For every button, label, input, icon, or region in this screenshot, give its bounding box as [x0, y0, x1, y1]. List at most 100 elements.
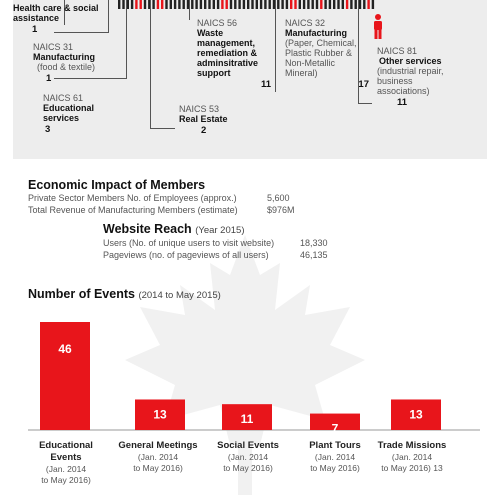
category-note: to May 2016) [41, 475, 91, 485]
events-chart-title: Number of Events (2014 to May 2015) [28, 287, 221, 301]
website-row: Users (No. of unique users to visit webs… [103, 238, 328, 248]
person-icon [165, 0, 168, 9]
person-icon [294, 0, 297, 9]
person-icon [139, 0, 142, 9]
person-icon [324, 0, 327, 9]
naics-53: NAICS 53 Real Estate 2 [179, 104, 259, 136]
leader-line [189, 0, 190, 20]
naics-count: 17 [358, 79, 369, 90]
leader-line [126, 0, 127, 78]
person-icon [173, 0, 177, 9]
person-icon [281, 0, 284, 9]
naics-code: NAICS 81 [377, 46, 418, 56]
category-note: to May 2016) 13 [381, 463, 443, 473]
person-icon [199, 0, 203, 9]
website-row-label: Users (No. of unique users to visit webs… [103, 238, 275, 248]
maple-leaf-watermark [125, 235, 365, 495]
leader-line [64, 0, 65, 25]
person-icon [208, 0, 211, 9]
category-note: (Jan. 2014 [228, 452, 268, 462]
leader-line [150, 128, 175, 129]
website-reach-heading: Website Reach [103, 222, 192, 236]
person-icon [178, 0, 181, 9]
naics-count: 11 [397, 97, 408, 108]
category-note: to May 2016) [310, 463, 360, 473]
naics-count: 2 [201, 125, 207, 136]
bar [135, 399, 185, 430]
naics-count: 1 [46, 73, 52, 84]
person-icon [204, 0, 207, 9]
person-icon [337, 0, 340, 9]
person-icon [345, 0, 349, 9]
naics-81: NAICS 81 Other services (industrial repa… [377, 46, 467, 108]
naics-desc: (food & textile) [37, 62, 96, 72]
person-icon [148, 0, 151, 9]
person-icon [152, 0, 155, 9]
economic-row-value: $976M [267, 205, 295, 215]
naics-56: NAICS 56 Waste management, remediation &… [197, 18, 283, 90]
naics-name: Manufacturing [33, 52, 95, 62]
person-icon [311, 0, 314, 9]
person-icon [302, 0, 306, 9]
naics-name: Educational services [43, 103, 95, 123]
economic-row-value: 5,600 [267, 193, 290, 203]
website-row: Pageviews (no. of pageviews of all users… [103, 250, 328, 260]
person-icon [229, 0, 233, 9]
person-icon [307, 0, 310, 9]
person-icon [333, 0, 336, 9]
person-icon [191, 0, 194, 9]
leader-line [358, 0, 359, 103]
naics-desc: (industrial repair, business association… [377, 66, 444, 96]
website-row-label: Pageviews (no. of pageviews of all users… [103, 250, 269, 260]
website-row-value: 46,135 [300, 250, 328, 260]
bar-value-label: 7 [332, 422, 339, 436]
person-icon [242, 0, 246, 9]
bar-value-label: 46 [58, 342, 72, 356]
person-icon [143, 0, 147, 9]
category-note: (Jan. 2014 [46, 464, 86, 474]
person-icon [169, 0, 172, 9]
category-note: (Jan. 2014 [315, 452, 355, 462]
bar [222, 404, 272, 430]
leader-line [54, 32, 109, 33]
naics-name: Real Estate [179, 114, 228, 124]
person-icon [130, 0, 134, 9]
economic-row-label: Total Revenue of Manufacturing Members (… [28, 205, 238, 215]
person-icon [238, 0, 241, 9]
person-icon [315, 0, 319, 9]
bar [391, 399, 441, 430]
bar [310, 413, 360, 430]
category-label: Educational [39, 440, 93, 451]
category-label: Trade Missions [378, 440, 447, 451]
naics-name: Waste management, remediation & adminsit… [197, 28, 259, 78]
category-label: Events [50, 452, 81, 463]
category-note: (Jan. 2014 [392, 452, 432, 462]
person-icon [285, 0, 289, 9]
person-icon [367, 0, 370, 9]
leader-line [275, 0, 276, 92]
person-icon [221, 0, 224, 9]
naics-code: NAICS 61 [43, 93, 84, 103]
naics-31: NAICS 31 Manufacturing (food & textile) … [33, 42, 133, 84]
naics-name: Other services [379, 56, 442, 66]
person-icon [118, 0, 121, 9]
bar [40, 322, 90, 430]
chart-subtitle: (2014 to May 2015) [138, 290, 221, 301]
person-icon [328, 0, 332, 9]
person-icon [320, 0, 323, 9]
person-icon [225, 0, 228, 9]
person-icon [186, 0, 190, 9]
person-icon [255, 0, 258, 9]
person-icon [350, 0, 353, 9]
economic-row: Total Revenue of Manufacturing Members (… [28, 205, 328, 215]
person-icon [212, 0, 215, 9]
bar-value-label: 13 [409, 407, 423, 421]
industry-panel: Health care & social assistance 1 NAICS … [13, 0, 487, 159]
naics-32: NAICS 32 Manufacturing (Paper, Chemical,… [285, 18, 371, 90]
person-icon [298, 0, 301, 9]
person-icon [195, 0, 198, 9]
person-icon [277, 0, 280, 9]
website-row-value: 18,330 [300, 238, 328, 248]
person-icon [156, 0, 160, 9]
